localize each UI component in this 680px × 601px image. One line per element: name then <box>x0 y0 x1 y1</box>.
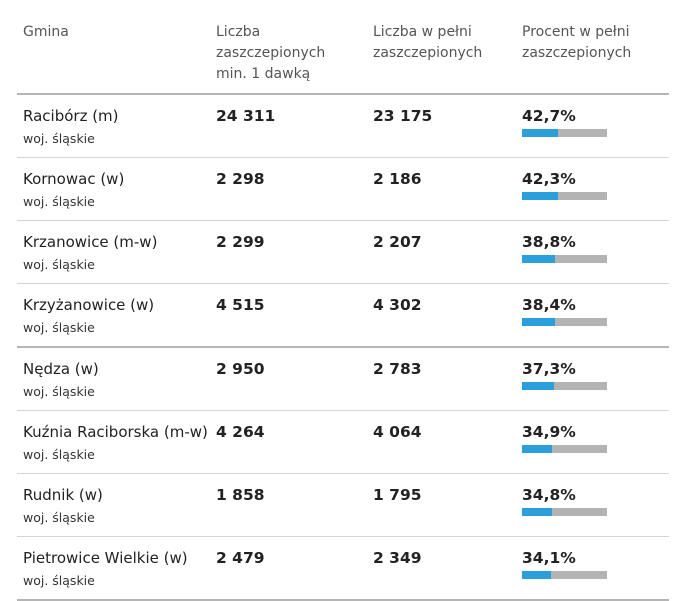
table-row: Pietrowice Wielkie (w) woj. śląskie 2 47… <box>17 537 669 601</box>
percent-value: 38,8% <box>522 233 576 251</box>
table-row: Krzyżanowice (w) woj. śląskie 4 515 4 30… <box>17 284 669 348</box>
header-percent-fully[interactable]: Procent w pełni zaszczepionych <box>522 24 632 61</box>
gmina-name: Nędza (w) <box>23 360 99 378</box>
gmina-region: woj. śląskie <box>23 447 95 462</box>
fully-vaccinated-count: 2 207 <box>373 233 422 251</box>
percent-value: 38,4% <box>522 296 576 314</box>
table-row: Rudnik (w) woj. śląskie 1 858 1 795 34,8… <box>17 474 669 537</box>
percent-bar-fill <box>522 192 558 200</box>
header-fully-vaccinated[interactable]: Liczba w pełni zaszczepionych <box>373 24 483 61</box>
fully-vaccinated-count: 4 302 <box>373 296 422 314</box>
fully-vaccinated-count: 2 349 <box>373 549 422 567</box>
table-header: Gmina Liczba zaszczepionych min. 1 dawką… <box>17 0 669 95</box>
min1-dose-count: 4 264 <box>216 423 265 441</box>
percent-value: 42,3% <box>522 170 576 188</box>
percent-bar-fill <box>522 255 555 263</box>
fully-vaccinated-count: 2 186 <box>373 170 422 188</box>
percent-value: 37,3% <box>522 360 576 378</box>
percent-value: 34,8% <box>522 486 576 504</box>
gmina-region: woj. śląskie <box>23 257 95 272</box>
percent-bar <box>522 571 607 579</box>
min1-dose-count: 2 299 <box>216 233 265 251</box>
fully-vaccinated-count: 4 064 <box>373 423 422 441</box>
percent-bar-fill <box>522 382 554 390</box>
min1-dose-count: 2 298 <box>216 170 265 188</box>
min1-dose-count: 24 311 <box>216 107 276 125</box>
fully-vaccinated-count: 1 795 <box>373 486 422 504</box>
gmina-name: Pietrowice Wielkie (w) <box>23 549 188 567</box>
percent-bar <box>522 382 607 390</box>
percent-bar <box>522 129 607 137</box>
min1-dose-count: 2 479 <box>216 549 265 567</box>
percent-bar-fill <box>522 129 559 137</box>
percent-value: 42,7% <box>522 107 576 125</box>
fully-vaccinated-count: 2 783 <box>373 360 422 378</box>
header-gmina[interactable]: Gmina <box>23 24 69 40</box>
percent-bar <box>522 192 607 200</box>
gmina-region: woj. śląskie <box>23 384 95 399</box>
table-row: Kornowac (w) woj. śląskie 2 298 2 186 42… <box>17 158 669 221</box>
table-row: Krzanowice (m-w) woj. śląskie 2 299 2 20… <box>17 221 669 284</box>
percent-bar-fill <box>522 445 552 453</box>
percent-bar <box>522 508 607 516</box>
min1-dose-count: 1 858 <box>216 486 265 504</box>
gmina-name: Kornowac (w) <box>23 170 125 188</box>
vaccination-table: Gmina Liczba zaszczepionych min. 1 dawką… <box>17 0 669 601</box>
percent-bar <box>522 318 607 326</box>
gmina-region: woj. śląskie <box>23 320 95 335</box>
percent-bar-fill <box>522 508 552 516</box>
gmina-region: woj. śląskie <box>23 194 95 209</box>
percent-bar-fill <box>522 571 551 579</box>
gmina-name: Krzanowice (m-w) <box>23 233 158 251</box>
percent-value: 34,9% <box>522 423 576 441</box>
percent-bar <box>522 445 607 453</box>
min1-dose-count: 2 950 <box>216 360 265 378</box>
header-min1-dose[interactable]: Liczba zaszczepionych min. 1 dawką <box>216 24 326 82</box>
fully-vaccinated-count: 23 175 <box>373 107 433 125</box>
gmina-region: woj. śląskie <box>23 573 95 588</box>
percent-bar-fill <box>522 318 555 326</box>
min1-dose-count: 4 515 <box>216 296 265 314</box>
gmina-name: Krzyżanowice (w) <box>23 296 155 314</box>
percent-bar <box>522 255 607 263</box>
table-row: Nędza (w) woj. śląskie 2 950 2 783 37,3% <box>17 348 669 411</box>
gmina-name: Kuźnia Raciborska (m-w) <box>23 423 208 441</box>
gmina-name: Racibórz (m) <box>23 107 119 125</box>
gmina-name: Rudnik (w) <box>23 486 103 504</box>
table-row: Kuźnia Raciborska (m-w) woj. śląskie 4 2… <box>17 411 669 474</box>
percent-value: 34,1% <box>522 549 576 567</box>
gmina-region: woj. śląskie <box>23 510 95 525</box>
table-row: Racibórz (m) woj. śląskie 24 311 23 175 … <box>17 95 669 158</box>
gmina-region: woj. śląskie <box>23 131 95 146</box>
